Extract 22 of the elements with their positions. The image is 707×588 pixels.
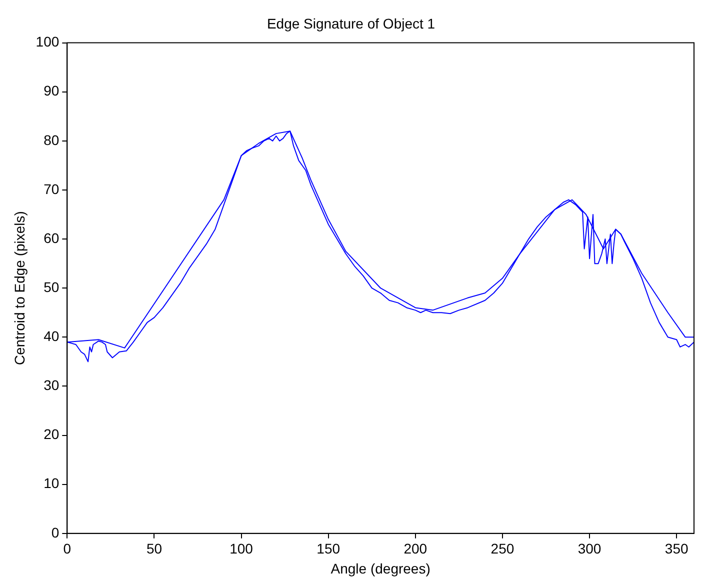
- y-tick-label: 10: [44, 475, 60, 492]
- x-tick-label: 250: [490, 540, 514, 557]
- x-tick-label: 100: [230, 540, 254, 557]
- x-tick-label: 150: [316, 540, 340, 557]
- y-tick-label: 70: [44, 180, 60, 197]
- x-tick-label: 350: [664, 540, 688, 557]
- y-tick-label: 20: [44, 426, 60, 442]
- y-tick-label: 100: [36, 34, 60, 50]
- x-axis-title: Angle (degrees): [330, 560, 430, 576]
- y-tick-label: 0: [51, 524, 60, 540]
- chart-title: Edge Signature of Object 1: [266, 15, 436, 32]
- y-tick-label: 60: [44, 230, 60, 246]
- x-tick-label: 200: [404, 540, 428, 557]
- y-tick-label: 90: [44, 82, 60, 99]
- x-tick-label: 0: [63, 540, 72, 557]
- x-tick-label: 300: [578, 540, 602, 557]
- y-tick-label: 50: [44, 278, 60, 295]
- y-axis-title: Centroid to Edge (pixels): [11, 211, 28, 366]
- y-tick-label: 40: [44, 328, 60, 344]
- x-tick-label: 50: [146, 540, 162, 557]
- y-tick-label: 80: [44, 132, 60, 148]
- y-tick-label: 30: [44, 377, 60, 394]
